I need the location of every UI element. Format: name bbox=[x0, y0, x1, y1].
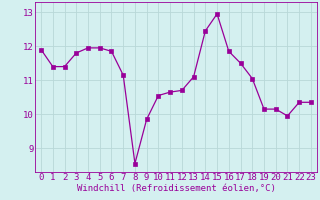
X-axis label: Windchill (Refroidissement éolien,°C): Windchill (Refroidissement éolien,°C) bbox=[76, 184, 276, 193]
